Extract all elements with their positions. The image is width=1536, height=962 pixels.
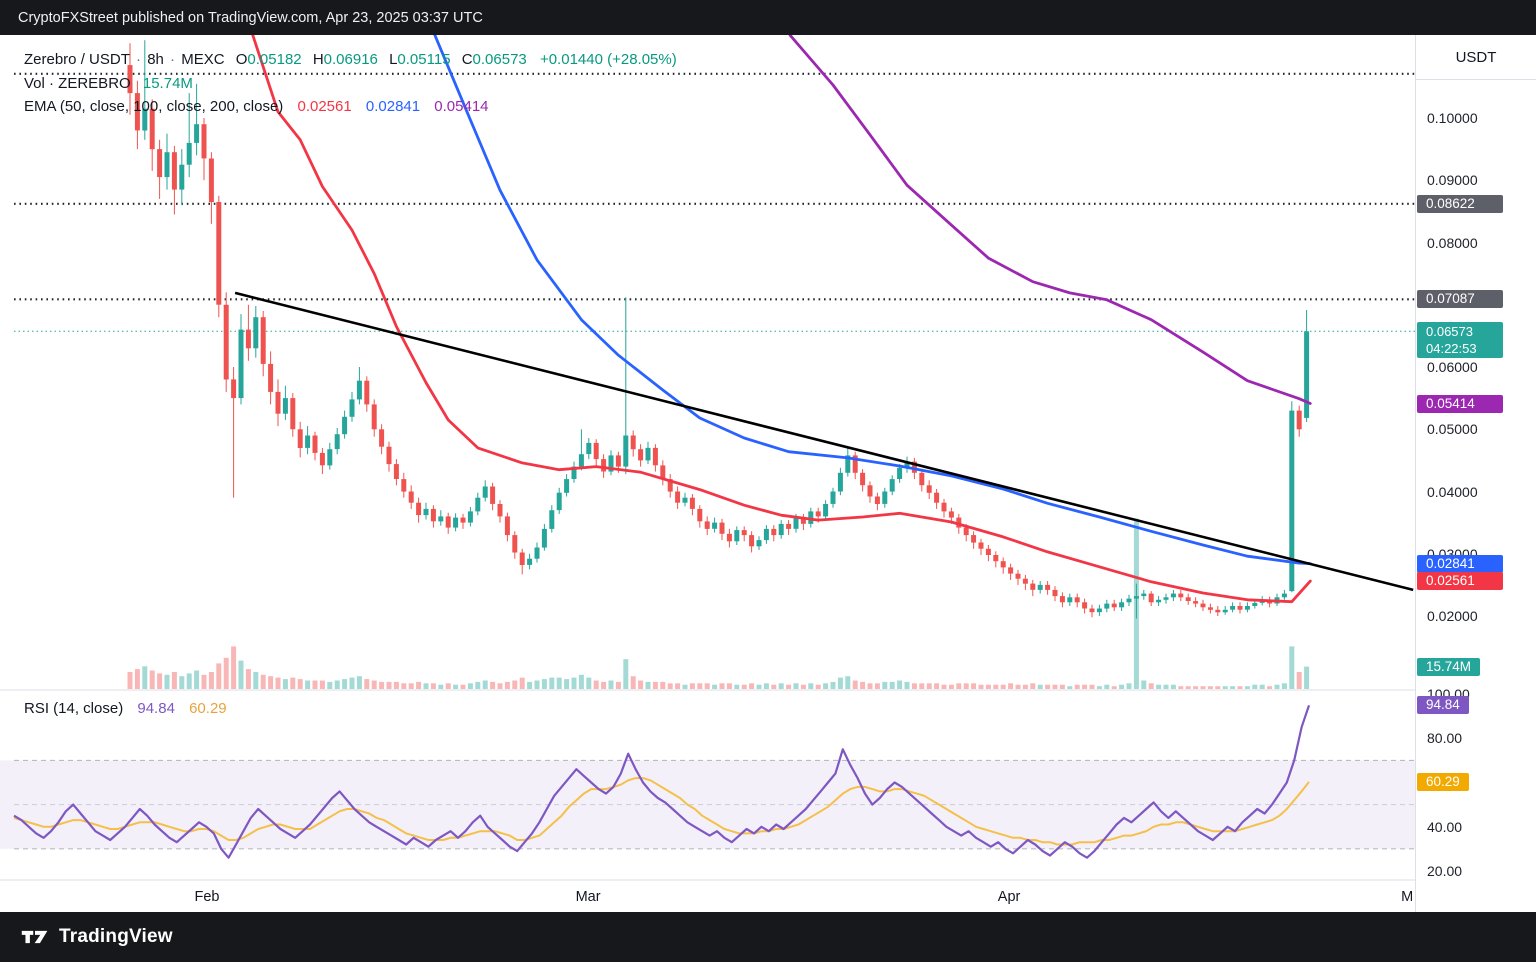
rsi-ma-value: 60.29 (189, 700, 227, 717)
chart-area[interactable]: Feb Mar Apr M Zerebro / USDT · 8h · MEXC O0… (0, 35, 1415, 912)
time-axis-label: M (1401, 889, 1413, 905)
price-badge: 0.08622 (1417, 194, 1503, 213)
time-axis-label: Feb (195, 889, 220, 905)
rsi-tick: 80.00 (1427, 730, 1463, 747)
interval-label: 8h (147, 51, 164, 68)
rsi-label: RSI (14, close) (24, 700, 124, 717)
symbol-title: Zerebro / USDT (24, 51, 130, 68)
price-badge: 0.02561 (1417, 572, 1503, 591)
volume-label: Vol · ZEREBRO (24, 75, 131, 92)
price-badge: 0.07087 (1417, 290, 1503, 309)
attribution-bar: CryptoFXStreet published on TradingView.… (0, 0, 1536, 35)
legend-symbol-row[interactable]: Zerebro / USDT · 8h · MEXC O0.05182 H0.0… (24, 51, 677, 68)
price-axis[interactable]: USDT 0.10000 0.09000 0.08000 0.06000 0.05000… (1415, 35, 1536, 912)
rsi-ma-line (13, 777, 1310, 846)
time-axis-label: Apr (998, 889, 1021, 905)
price-badge: 0.02841 (1417, 554, 1503, 573)
price-tick: 0.06000 (1427, 359, 1478, 375)
exchange-label: MEXC (181, 51, 225, 68)
price-tick: 0.02000 (1427, 608, 1478, 624)
legend-rsi-row[interactable]: RSI (14, close) 94.84 60.29 (24, 700, 227, 717)
ema100-value: 0.02841 (365, 98, 421, 115)
rsi-tick: 40.00 (1427, 818, 1463, 835)
price-tick: 0.05000 (1427, 421, 1478, 438)
close-value: 0.06573 (472, 51, 527, 68)
low-label: L (389, 51, 398, 68)
rsi-line (13, 705, 1311, 859)
price-tick: 0.10000 (1427, 110, 1478, 126)
candles (127, 40, 1310, 619)
price-tick: 0.08000 (1427, 234, 1478, 251)
ema-100-line (433, 35, 1312, 565)
tradingview-wordmark[interactable]: TradingView (59, 926, 173, 947)
attribution-text[interactable]: CryptoFXStreet published on TradingView.… (18, 9, 483, 26)
rsi-badge: 94.84 (1417, 696, 1469, 715)
tradingview-footer: TradingView (0, 912, 1536, 962)
open-label: O (235, 51, 248, 68)
trendline (234, 291, 1414, 592)
change-value: +0.01440 (+28.05%) (539, 51, 677, 68)
open-value: 0.05182 (247, 51, 302, 68)
high-label: H (312, 51, 324, 68)
legend-ema-row[interactable]: EMA (50, close, 100, close, 200, close) … (24, 98, 489, 115)
ema-200-line (788, 35, 1312, 405)
rsi-badge: 60.29 (1417, 772, 1469, 791)
ema50-value: 0.02561 (297, 98, 352, 115)
volume-bars (127, 518, 1310, 689)
price-tick: 0.09000 (1427, 172, 1478, 189)
legend-volume-row[interactable]: Vol · ZEREBRO 15.74M (24, 75, 193, 92)
resistance-levels (14, 72, 1415, 301)
low-value: 0.05115 (397, 51, 451, 68)
ema200-value: 0.05414 (434, 98, 489, 115)
time-axis-label: Mar (576, 889, 601, 905)
price-badge: 0.05414 (1417, 394, 1503, 413)
volume-badge: 15.74M (1417, 657, 1481, 676)
tradingview-logo-icon[interactable] (20, 925, 50, 949)
rsi-tick: 20.00 (1427, 863, 1463, 879)
price-badge: 0.06573 04:22:53 (1417, 322, 1503, 359)
ema-label: EMA (50, close, 100, close, 200, close) (24, 98, 284, 115)
volume-value: 15.74M (142, 75, 193, 92)
price-tick: 0.04000 (1427, 483, 1478, 500)
axis-currency-label[interactable]: USDT (1416, 35, 1536, 80)
rsi-value: 94.84 (137, 700, 175, 717)
close-label: C (461, 51, 473, 68)
ema-50-line (251, 35, 1312, 604)
high-value: 0.06916 (323, 51, 378, 68)
candlestick-chart[interactable]: Feb Mar Apr M (0, 35, 1415, 912)
